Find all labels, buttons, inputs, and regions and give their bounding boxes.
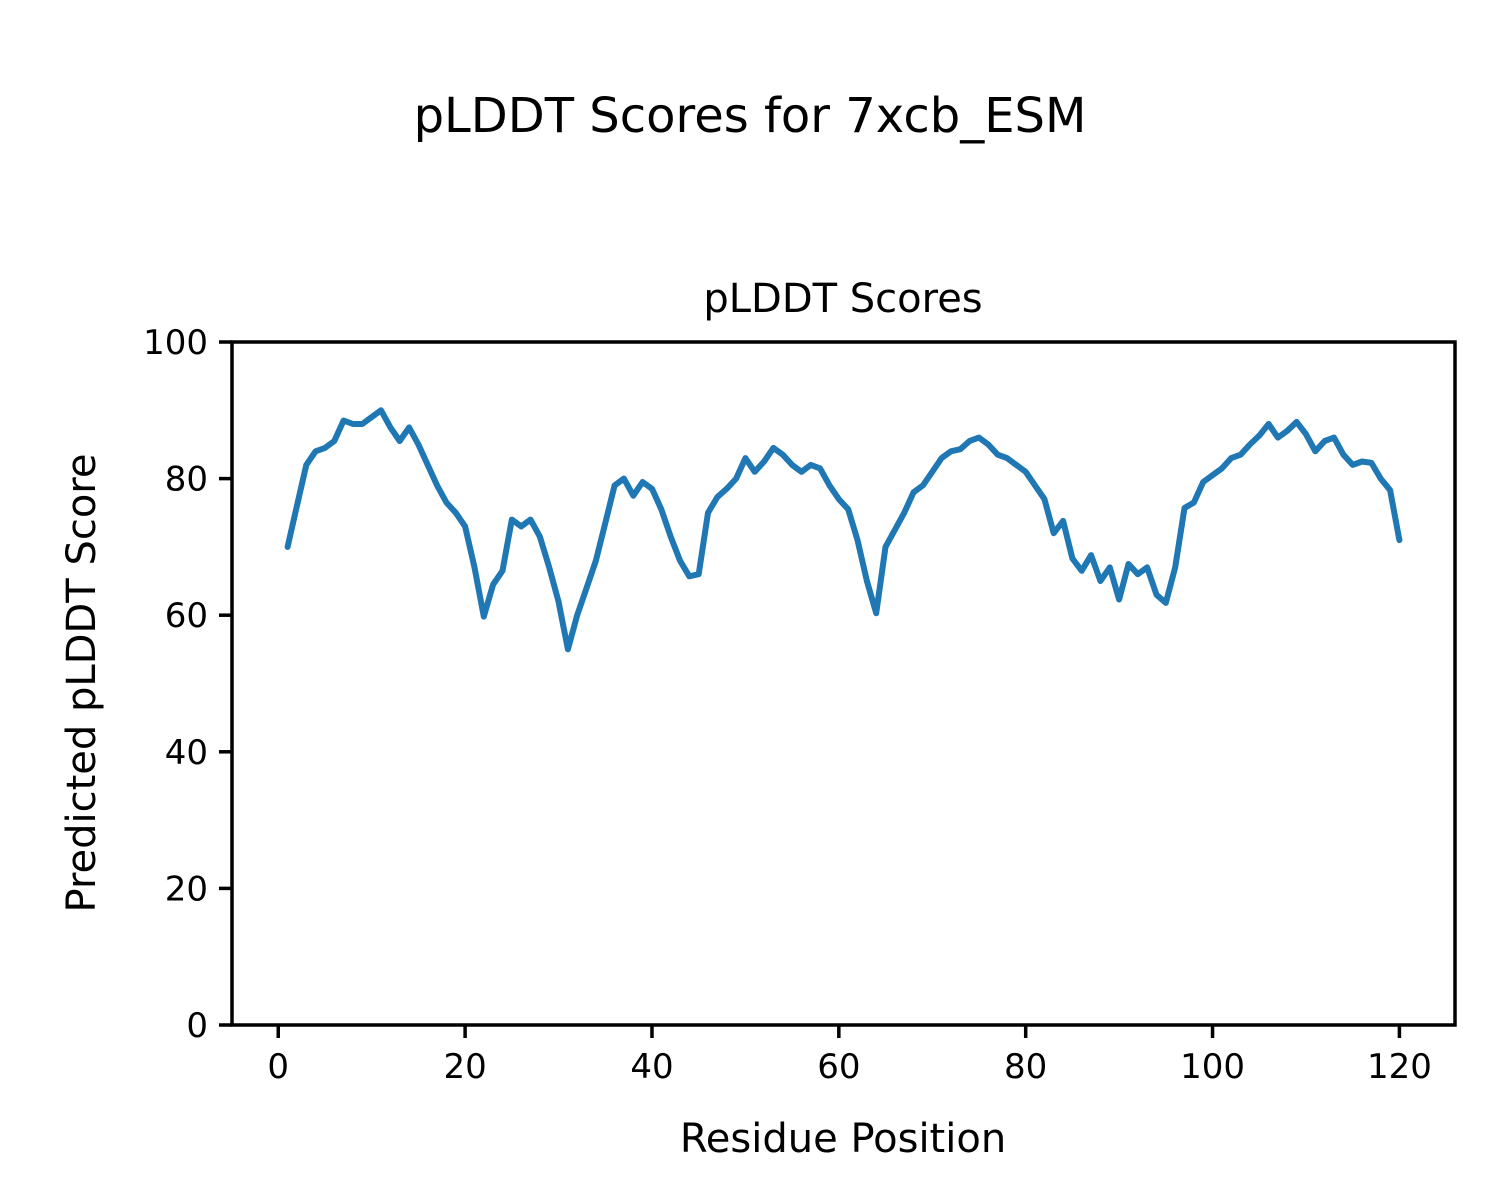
- y-tick-label: 20: [165, 869, 208, 909]
- plddt-line: [284, 407, 1403, 653]
- x-tick-label: 20: [443, 1047, 486, 1087]
- figure-title: pLDDT Scores for 7xcb_ESM: [414, 88, 1087, 144]
- y-tick-label: 60: [165, 596, 208, 636]
- x-tick-label: 60: [817, 1047, 860, 1087]
- plot-area: [230, 340, 1457, 1027]
- x-tick-label: 120: [1367, 1047, 1432, 1087]
- x-tick-label: 100: [1180, 1047, 1245, 1087]
- y-tick-label: 40: [165, 733, 208, 773]
- x-tick-label: 40: [630, 1047, 673, 1087]
- x-ticks: 0 20 40 60 80 100 120: [267, 1025, 1432, 1087]
- x-axis-label: Residue Position: [680, 1116, 1006, 1162]
- axes-title: pLDDT Scores: [703, 276, 982, 322]
- y-ticks: 0 20 40 60 80 100: [143, 323, 232, 1046]
- y-tick-label: 100: [143, 323, 208, 363]
- x-tick-label: 0: [267, 1047, 289, 1087]
- y-tick-label: 0: [186, 1006, 208, 1046]
- y-tick-label: 80: [165, 460, 208, 500]
- y-axis-label: Predicted pLDDT Score: [59, 454, 105, 913]
- x-tick-label: 80: [1004, 1047, 1047, 1087]
